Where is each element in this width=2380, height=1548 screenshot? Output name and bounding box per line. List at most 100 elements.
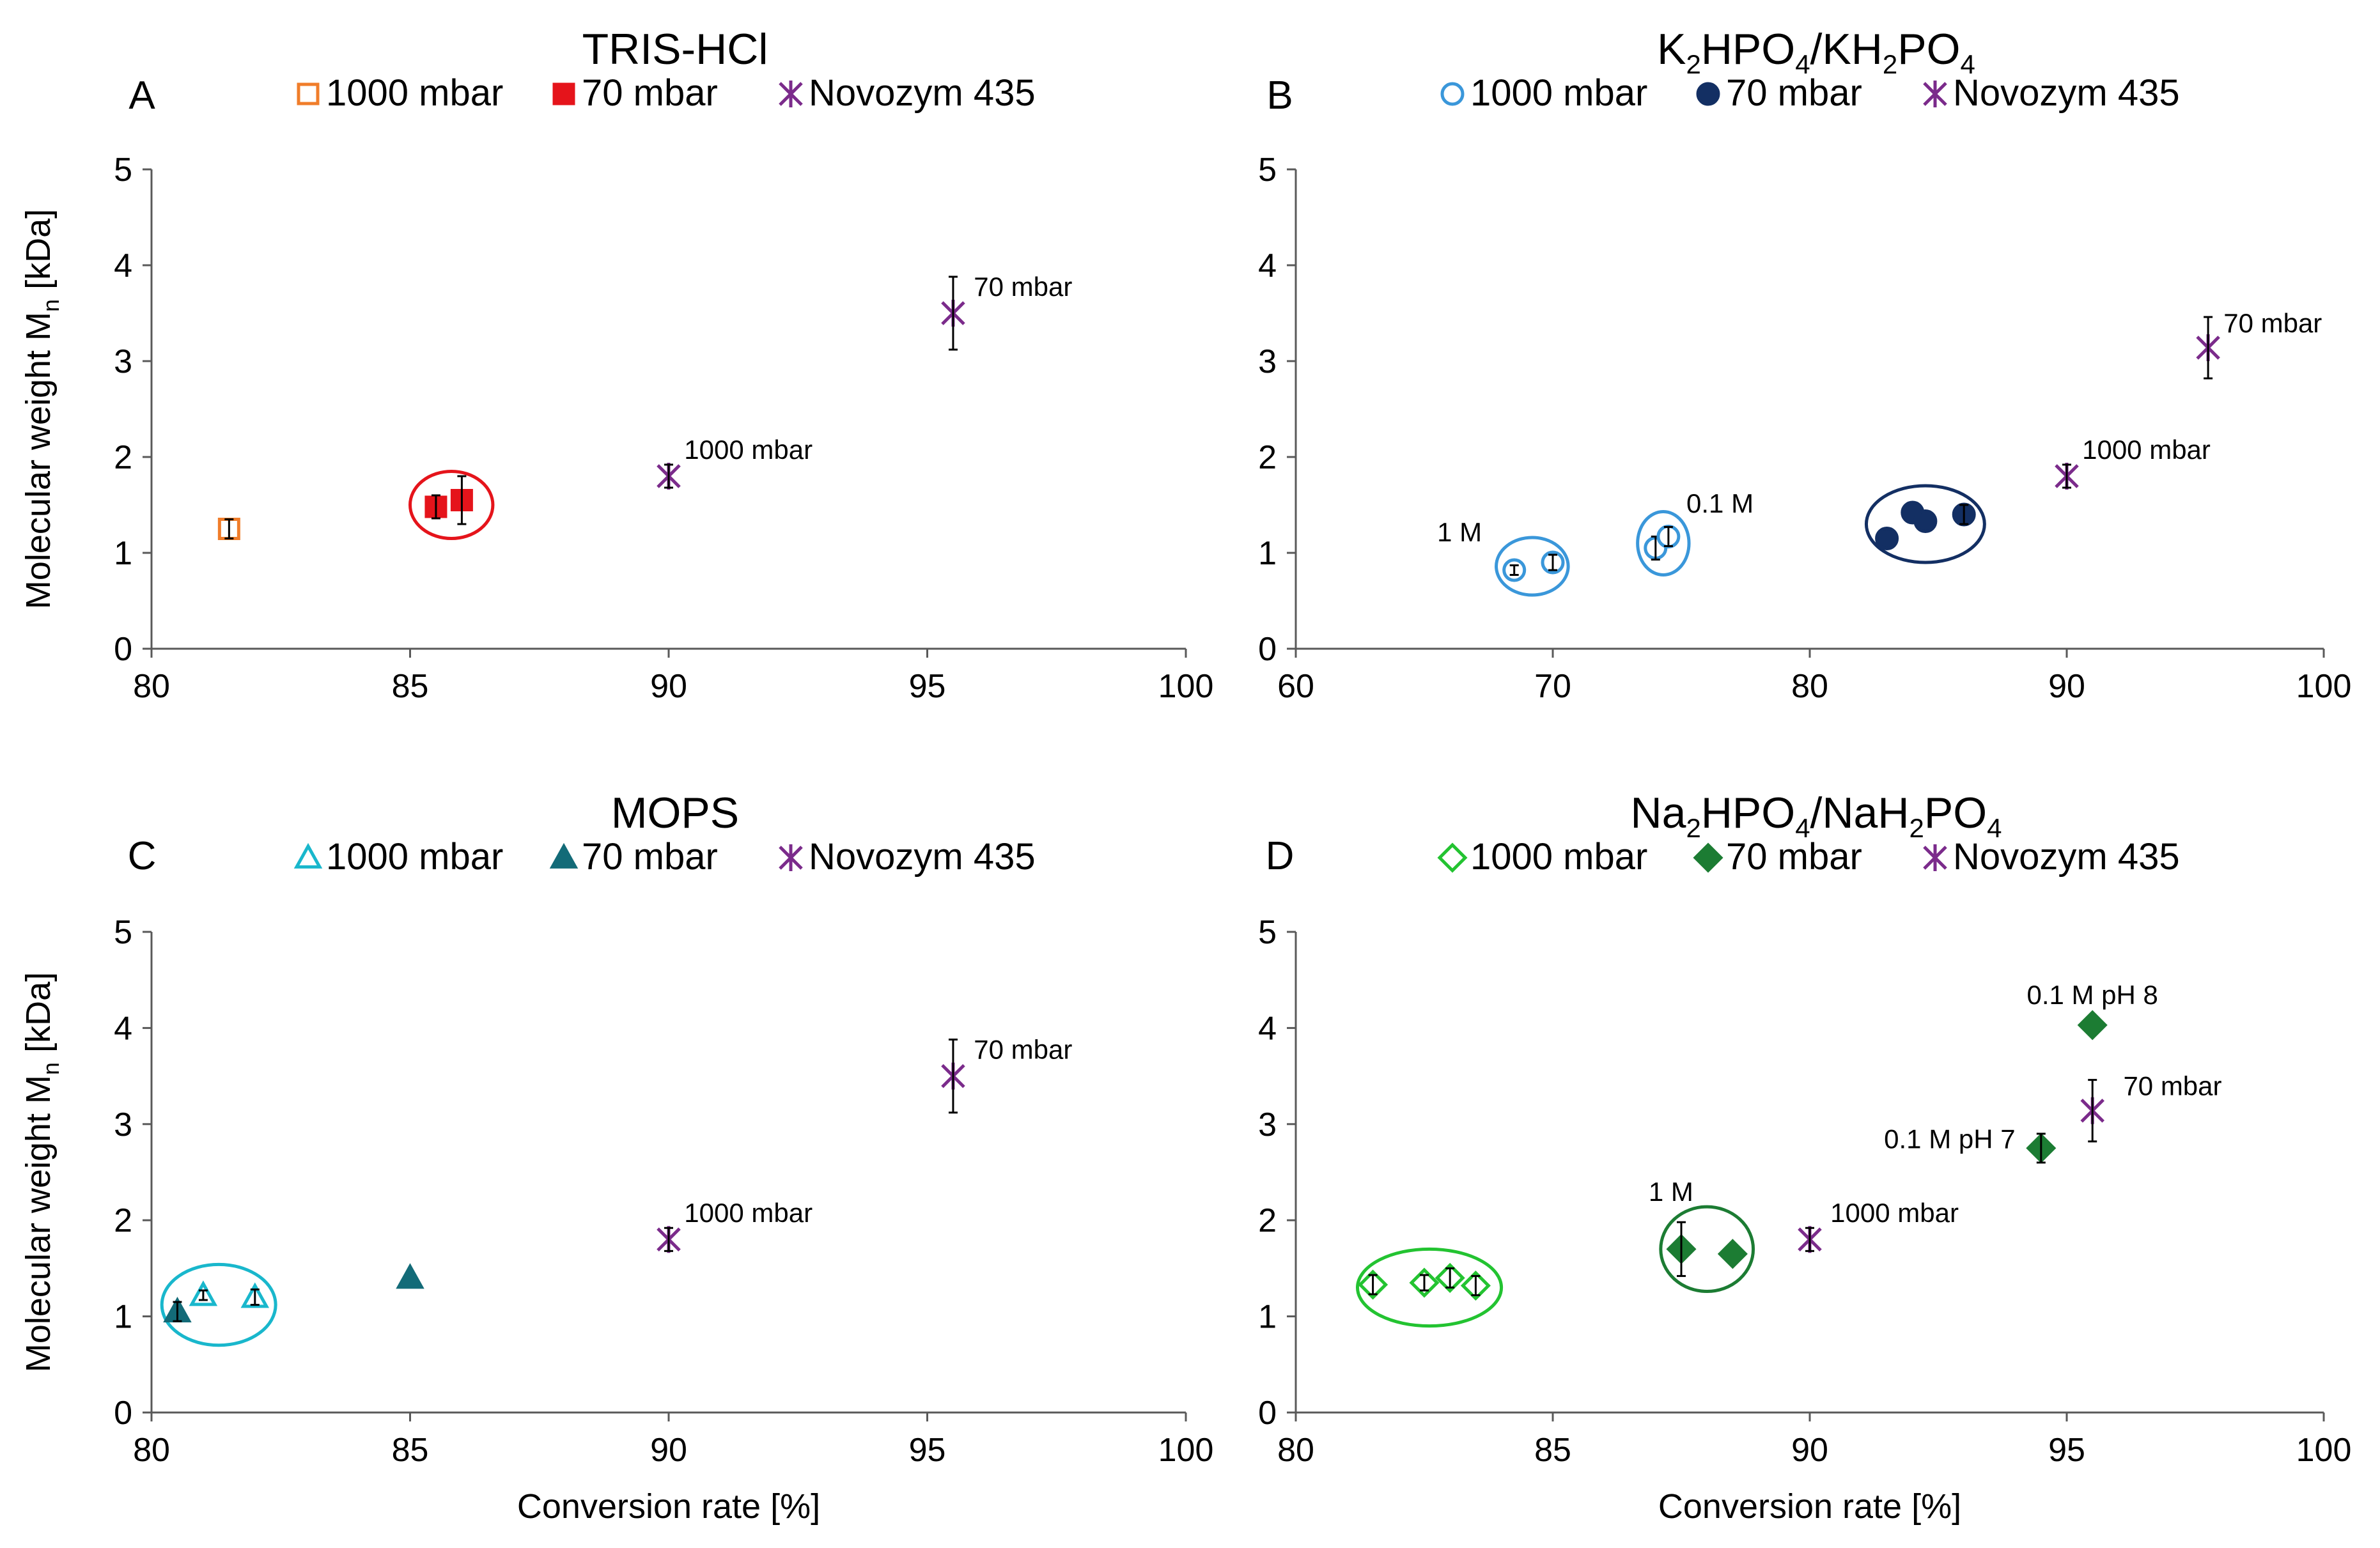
title-subscript: 4 — [1961, 49, 1975, 79]
data-marker — [2077, 1010, 2108, 1041]
legend-label: Novozym 435 — [1953, 72, 2180, 114]
x-tick-label: 100 — [1158, 668, 1214, 705]
marker-diamond — [1717, 1239, 1748, 1269]
x-tick-label: 80 — [133, 668, 170, 705]
data-marker — [1913, 509, 1938, 533]
legend-entry: 1000 mbar — [297, 72, 503, 114]
y-tick-label: 5 — [114, 914, 132, 951]
data-point — [2077, 1010, 2108, 1041]
x-tick-label: 90 — [1791, 1432, 1828, 1469]
legend-marker — [1693, 842, 1723, 873]
y-tick-label: 1 — [1258, 1299, 1277, 1336]
legend-entry: 70 mbar — [1693, 836, 1862, 878]
data-annotation: 1 M — [1437, 517, 1482, 547]
y-tick-label: 2 — [1258, 1202, 1277, 1239]
marker-triangle — [293, 842, 323, 869]
y-tick-label: 1 — [114, 535, 132, 572]
marker-triangle — [549, 842, 579, 869]
legend-entry: Novozym 435 — [1923, 72, 2180, 114]
data-point — [189, 1280, 218, 1306]
legend-marker — [1923, 81, 1947, 107]
x-tick-label: 90 — [650, 1432, 687, 1469]
y-tick-label: 5 — [1258, 914, 1277, 951]
title-segment: PO — [1924, 789, 1987, 837]
data-point — [1358, 1269, 1388, 1300]
data-point — [657, 1226, 681, 1253]
x-tick-label: 70 — [1534, 668, 1571, 705]
data-annotation: 1 M — [1649, 1177, 1693, 1207]
y-tick-label: 3 — [114, 343, 132, 380]
panel-letter: C — [128, 834, 157, 878]
data-point — [1656, 525, 1681, 548]
y-tick-label: 0 — [1258, 1395, 1277, 1432]
legend-marker — [1440, 82, 1465, 106]
data-point — [1875, 527, 1899, 550]
legend-label: 1000 mbar — [1470, 836, 1647, 878]
group-ellipse — [408, 470, 495, 540]
x-tick-label: 85 — [392, 1432, 429, 1469]
data-point — [1798, 1226, 1822, 1253]
title-segment: HPO — [1701, 789, 1795, 837]
data-point — [2080, 1079, 2104, 1143]
panel-title: TRIS-HCl — [582, 25, 768, 74]
legend-label: 1000 mbar — [326, 72, 503, 114]
marker-circle — [1913, 509, 1938, 533]
panel-title: Na2HPO4/NaH2PO4 — [1631, 789, 2002, 843]
y-axis-label-sub: n — [38, 1062, 64, 1075]
legend-entry: 1000 mbar — [1440, 72, 1647, 114]
y-axis-label-sub: n — [38, 299, 64, 312]
legend-marker — [297, 82, 320, 105]
y-tick-label: 4 — [114, 1010, 132, 1047]
title-subscript: 4 — [1987, 813, 2002, 843]
legend-entry: 1000 mbar — [1437, 836, 1647, 878]
title-segment: /KH — [1810, 25, 1883, 74]
data-point — [1460, 1270, 1491, 1301]
data-marker — [1875, 527, 1899, 550]
y-tick-label: 5 — [1258, 151, 1277, 189]
group-ellipse — [1355, 1247, 1504, 1328]
marker-circle — [1875, 527, 1899, 550]
marker-diamond — [2077, 1010, 2108, 1041]
y-tick-label: 1 — [1258, 535, 1277, 572]
group-ellipses-layer — [160, 470, 1986, 1347]
marker-square — [297, 82, 320, 105]
data-point — [941, 275, 965, 351]
legend-marker — [779, 81, 803, 107]
title-segment: HPO — [1701, 25, 1795, 74]
x-tick-label: 90 — [650, 668, 687, 705]
legend-entry: 70 mbar — [549, 836, 718, 878]
data-point — [2196, 316, 2220, 380]
data-point — [1409, 1267, 1440, 1298]
title-subscript: 2 — [1686, 813, 1700, 843]
data-point — [396, 1263, 424, 1289]
legend-label: 1000 mbar — [1470, 72, 1647, 114]
panel-letter: B — [1266, 74, 1293, 118]
y-tick-label: 0 — [114, 631, 132, 668]
legend-marker — [552, 82, 575, 105]
x-tick-label: 85 — [1534, 1432, 1571, 1469]
data-annotation: 70 mbar — [2223, 308, 2322, 338]
legend-marker — [1696, 82, 1720, 106]
data-point — [2026, 1133, 2057, 1164]
data-annotation: 70 mbar — [974, 272, 1072, 302]
group-ellipse — [1659, 1205, 1755, 1293]
data-point — [1541, 550, 1565, 575]
y-tick-label: 3 — [1258, 1106, 1277, 1143]
panel-title: K2HPO4/KH2PO4 — [1657, 25, 1975, 79]
data-point — [163, 1296, 192, 1322]
marker-diamond — [1693, 842, 1723, 873]
legend-entry: 70 mbar — [552, 72, 718, 114]
data-point — [2055, 463, 2079, 490]
y-tick-label: 3 — [1258, 343, 1277, 380]
legend-label: 70 mbar — [1726, 836, 1862, 878]
title-segment: Na — [1631, 789, 1686, 837]
legend-label: 70 mbar — [1726, 72, 1862, 114]
legend-entry: Novozym 435 — [779, 72, 1036, 114]
data-point — [1435, 1262, 1465, 1293]
group-ellipse — [1636, 510, 1691, 577]
x-tick-label: 90 — [2048, 668, 2085, 705]
title-subscript: 2 — [1883, 49, 1897, 79]
title-subscript: 2 — [1909, 813, 1924, 843]
y-tick-label: 0 — [1258, 631, 1277, 668]
